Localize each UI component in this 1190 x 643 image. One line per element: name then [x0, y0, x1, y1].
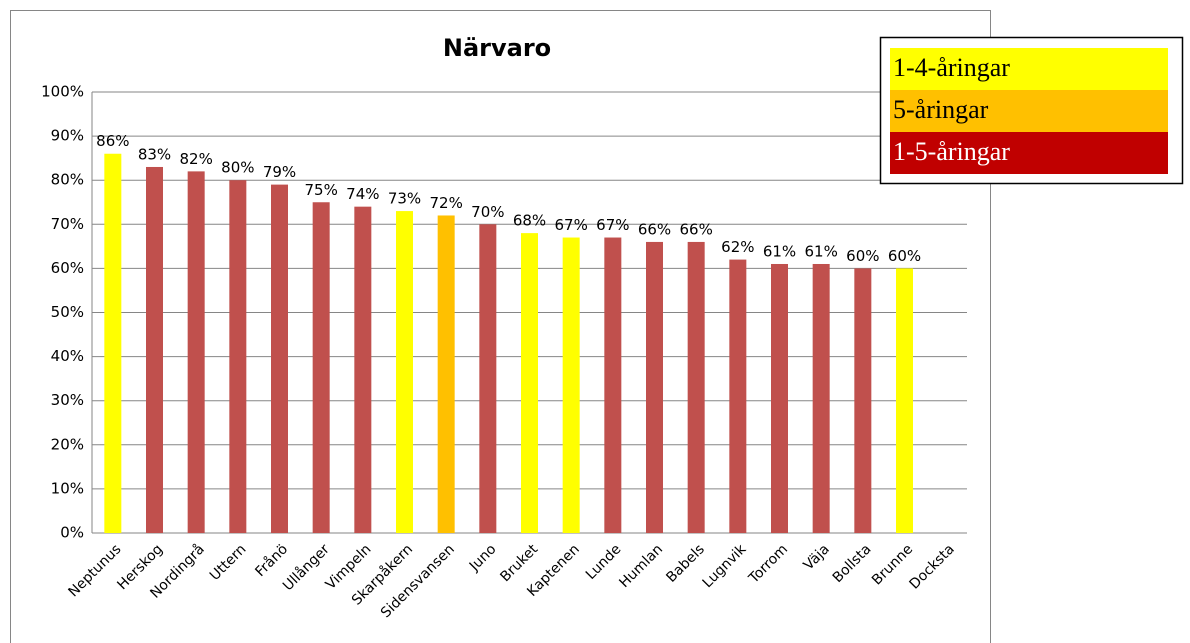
- data-label: 66%: [638, 220, 671, 238]
- legend-label: 5-åringar: [893, 95, 989, 124]
- y-tick-label: 20%: [51, 435, 84, 453]
- bar: [812, 263, 830, 533]
- data-label: 68%: [513, 212, 546, 230]
- data-label: 86%: [96, 132, 129, 150]
- data-label: 80%: [221, 159, 254, 177]
- bar: [104, 153, 122, 534]
- data-label: 75%: [304, 181, 337, 199]
- legend-label: 1-5-åringar: [893, 137, 1010, 166]
- bar: [646, 241, 663, 533]
- data-label: 72%: [429, 194, 462, 212]
- legend-swatch: [890, 132, 1168, 174]
- bar: [729, 259, 747, 533]
- bar: [604, 237, 622, 533]
- data-label: 79%: [263, 163, 296, 181]
- data-label: 66%: [679, 220, 712, 238]
- bar: [271, 184, 288, 534]
- bar: [396, 211, 413, 533]
- chart-title: Närvaro: [443, 34, 551, 62]
- data-label: 61%: [804, 242, 837, 260]
- data-label: 60%: [888, 247, 921, 265]
- y-tick-label: 100%: [41, 83, 84, 101]
- y-tick-label: 80%: [51, 171, 84, 189]
- data-label: 70%: [471, 203, 504, 221]
- y-tick-label: 60%: [51, 259, 84, 277]
- bar: [896, 268, 913, 533]
- data-label: 62%: [721, 238, 754, 256]
- bar: [562, 237, 580, 533]
- bar: [354, 206, 372, 533]
- y-tick-label: 40%: [51, 347, 84, 365]
- data-label: 60%: [846, 247, 879, 265]
- bar: [854, 268, 872, 533]
- bar: [687, 241, 705, 533]
- y-tick-label: 50%: [51, 303, 84, 321]
- data-label: 67%: [596, 216, 629, 234]
- y-tick-label: 90%: [51, 127, 84, 145]
- data-label: 82%: [179, 150, 212, 168]
- bar: [146, 166, 163, 533]
- bar: [229, 180, 247, 533]
- bar: [312, 202, 330, 533]
- bar: [187, 171, 205, 533]
- legend-label: 1-4-åringar: [893, 53, 1010, 82]
- bar: [521, 233, 538, 533]
- y-tick-label: 30%: [51, 391, 84, 409]
- legend-swatch: [890, 90, 1168, 132]
- y-tick-label: 10%: [51, 479, 84, 497]
- legend-swatch: [890, 48, 1168, 90]
- data-label: 67%: [554, 216, 587, 234]
- bar: [437, 215, 455, 534]
- data-label: 74%: [346, 185, 379, 203]
- data-label: 61%: [763, 242, 796, 260]
- data-label: 73%: [388, 190, 421, 208]
- bar: [771, 263, 788, 533]
- y-tick-label: 0%: [60, 524, 84, 542]
- bar: [479, 224, 497, 534]
- y-tick-label: 70%: [51, 215, 84, 233]
- data-label: 83%: [138, 145, 171, 163]
